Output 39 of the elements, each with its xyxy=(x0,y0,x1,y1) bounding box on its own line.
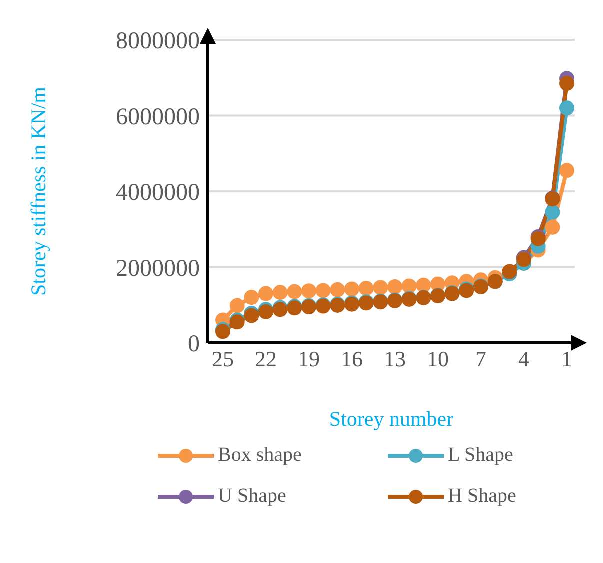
x-tick-label: 7 xyxy=(476,346,486,372)
point xyxy=(344,282,360,297)
point xyxy=(258,286,274,302)
point xyxy=(388,279,402,294)
y-tick-label: 0 xyxy=(188,332,200,358)
point xyxy=(560,76,574,92)
point xyxy=(402,278,417,294)
point xyxy=(230,298,245,314)
x-tick-label: 13 xyxy=(384,346,406,372)
point xyxy=(560,100,574,116)
x-axis-title: Storey number xyxy=(329,407,454,431)
point xyxy=(330,282,346,298)
point xyxy=(287,284,302,300)
point xyxy=(545,204,560,220)
y-tick-label: 8000000 xyxy=(116,28,200,55)
legend-label: Box shape xyxy=(218,444,302,467)
y-tick-label: 6000000 xyxy=(116,104,200,130)
legend-label: H Shape xyxy=(448,485,516,508)
x-tick-label: 10 xyxy=(427,346,449,372)
point xyxy=(373,280,388,296)
x-tick-label: 16 xyxy=(341,346,363,372)
x-tick-label: 19 xyxy=(298,346,320,372)
point xyxy=(316,283,331,298)
point xyxy=(302,284,316,299)
point xyxy=(358,280,374,296)
x-tick-label: 25 xyxy=(212,346,234,372)
point xyxy=(560,163,574,178)
y-axis-title: Storey stiffness in KN/m xyxy=(26,86,50,296)
legend-label: U Shape xyxy=(218,485,286,508)
point xyxy=(416,278,432,293)
y-tick-label: 2000000 xyxy=(116,256,200,282)
point xyxy=(272,285,288,300)
point xyxy=(545,220,560,235)
x-tick-label: 22 xyxy=(255,346,277,372)
y-tick-label: 4000000 xyxy=(116,180,200,206)
point xyxy=(244,290,260,306)
legend-label: L Shape xyxy=(448,444,514,467)
x-tick-label: 4 xyxy=(518,346,530,372)
x-tick-label: 1 xyxy=(562,346,572,372)
